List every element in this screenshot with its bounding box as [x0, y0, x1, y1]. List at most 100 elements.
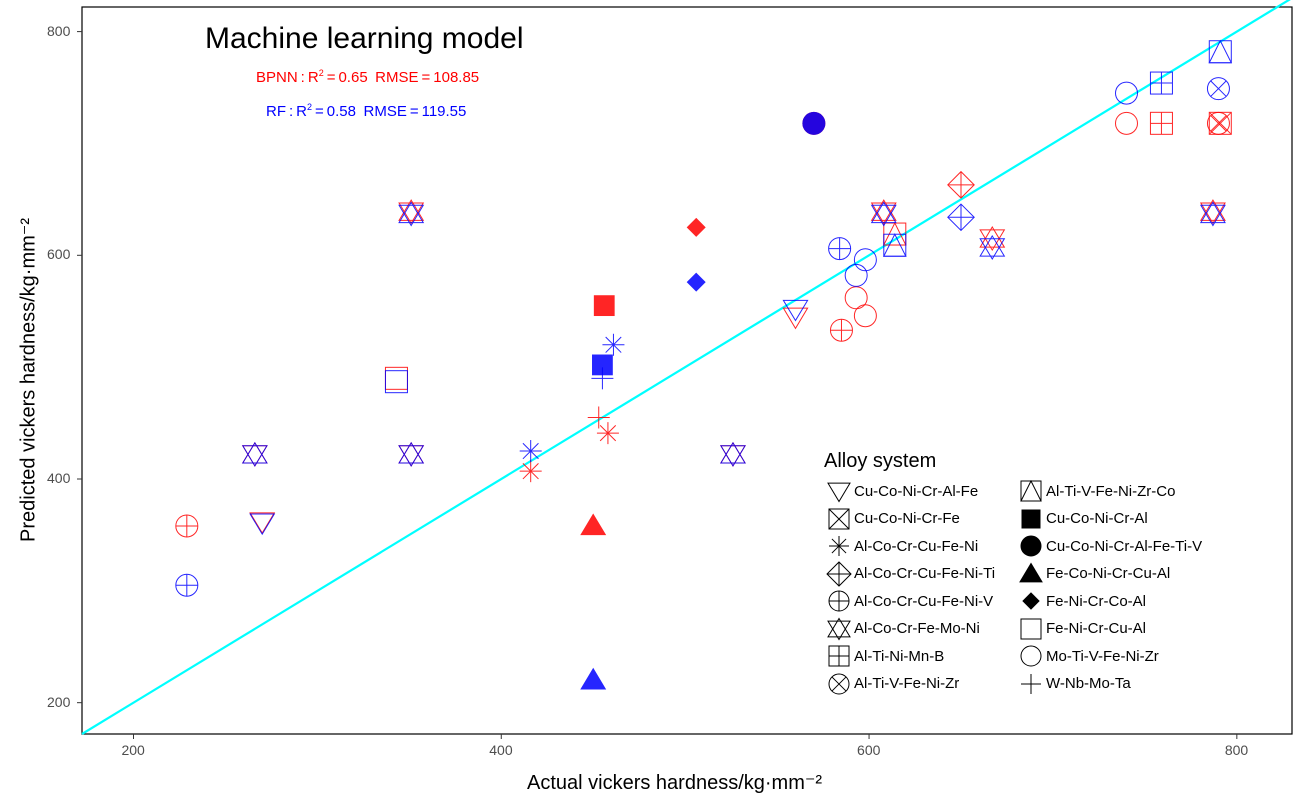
y-tick-label: 400	[47, 469, 71, 486]
legend-key-icon	[828, 590, 850, 612]
legend-key-icon	[1020, 479, 1042, 502]
legend-title: Alloy system	[824, 450, 937, 472]
bpnn-metrics-annotation: BPNN : R2 = 0.65 RMSE = 108.85	[256, 68, 480, 86]
legend-label: W-Nb-Mo-Ta	[1046, 675, 1131, 692]
point-rf	[175, 573, 199, 597]
point-rf	[592, 354, 613, 376]
legend-item: Cu-Co-Ni-Cr-Al	[1016, 506, 1148, 532]
y-tick-label: 800	[47, 22, 71, 39]
x-tick-label: 200	[121, 742, 145, 758]
point-rf	[602, 333, 625, 356]
rf-metrics-annotation: RF : R2 = 0.58 RMSE = 119.55	[266, 102, 467, 120]
axis-ticks	[77, 31, 1238, 739]
point-bpnn	[593, 295, 615, 317]
point-bpnn	[979, 225, 1006, 252]
point-bpnn	[829, 318, 853, 342]
point-rf	[1208, 39, 1233, 64]
point-rf	[719, 441, 746, 467]
legend-item: Mo-Ti-V-Fe-Ni-Zr	[1016, 643, 1159, 669]
point-rf	[686, 272, 706, 292]
legend-item: Al-Ti-Ni-Mn-B	[824, 643, 944, 669]
legend-item: Fe-Ni-Cr-Co-Al	[1016, 588, 1146, 614]
legend-key-icon	[1021, 509, 1041, 528]
legend-item: Cu-Co-Ni-Cr-Fe	[824, 506, 960, 532]
point-bpnn	[853, 304, 877, 328]
point-bpnn	[249, 512, 276, 535]
point-bpnn	[1114, 111, 1138, 135]
point-rf	[1114, 81, 1138, 105]
legend-key-icon	[1019, 562, 1043, 582]
y-axis-title-text: Predicted vickers hardness/kg·mm⁻²	[17, 218, 40, 542]
point-bpnn	[519, 460, 542, 483]
point-rf	[249, 513, 276, 536]
legend-item: Cu-Co-Ni-Cr-Al-Fe-Ti-V	[1016, 533, 1202, 559]
legend-label: Al-Co-Cr-Cu-Fe-Ni	[854, 537, 979, 555]
legend-item: Al-Ti-V-Fe-Ni-Zr	[824, 671, 959, 697]
legend-label: Fe-Ni-Cr-Co-Al	[1046, 592, 1146, 610]
legend-key-icon	[826, 560, 852, 587]
point-rf	[384, 370, 408, 394]
legend-item: W-Nb-Mo-Ta	[1016, 671, 1131, 697]
x-axis-title-text: Actual vickers hardness/kg·mm⁻²	[527, 772, 823, 794]
legend-label: Cu-Co-Ni-Cr-Al-Fe	[854, 482, 979, 500]
y-tick-label: 200	[47, 693, 71, 710]
legend-label: Al-Ti-Ni-Mn-B	[854, 647, 945, 665]
point-bpnn	[175, 514, 199, 538]
legend-label: Cu-Co-Ni-Cr-Al	[1046, 510, 1148, 527]
legend-item: Al-Co-Cr-Fe-Mo-Ni	[824, 616, 980, 642]
point-rf	[398, 441, 425, 467]
chart-title: Machine learning model	[205, 22, 524, 55]
point-bpnn	[947, 170, 975, 199]
point-bpnn	[587, 406, 610, 429]
legend-item: Fe-Ni-Cr-Cu-Al	[1016, 616, 1146, 642]
x-axis-title: Actual vickers hardness/kg·mm⁻²	[527, 770, 822, 795]
data-points	[175, 39, 1233, 690]
legend-item: Al-Co-Cr-Cu-Fe-Ni	[824, 533, 978, 559]
legend-key-icon	[1020, 645, 1042, 667]
legend-label: Fe-Co-Ni-Cr-Cu-Al	[1046, 565, 1171, 582]
point-rf	[519, 440, 542, 463]
point-rf	[870, 201, 897, 227]
x-tick-label: 600	[857, 742, 881, 758]
point-rf	[580, 667, 607, 690]
point-bpnn	[782, 307, 809, 330]
plot-panel	[81, 6, 1293, 735]
legend-label: Al-Ti-V-Fe-Ni-Zr	[854, 675, 960, 692]
legend-label: Cu-Co-Ni-Cr-Al-Fe-Ti-V	[1046, 537, 1203, 555]
point-rf	[1149, 71, 1173, 95]
legend-key-icon	[1020, 535, 1042, 557]
legend-key-icon	[827, 617, 851, 640]
legend-key-icon	[828, 645, 850, 667]
point-rf	[241, 441, 268, 467]
legend: Alloy system Cu-Co-Ni-Cr-Al-Fe Cu-Co-Ni-C…	[820, 450, 1260, 705]
point-bpnn	[1149, 111, 1173, 135]
legend-item: Al-Co-Cr-Cu-Fe-Ni-Ti	[824, 560, 996, 587]
point-bpnn	[686, 217, 706, 237]
point-rf	[979, 234, 1006, 260]
legend-label: Al-Co-Cr-Cu-Fe-Ni-Ti	[854, 565, 996, 582]
legend-item: Al-Ti-V-Fe-Ni-Zr-Co	[1016, 478, 1175, 504]
point-rf	[782, 299, 809, 322]
legend-label: Al-Co-Cr-Fe-Mo-Ni	[854, 620, 980, 637]
point-rf	[882, 233, 907, 257]
legend-key-icon	[828, 508, 850, 529]
legend-item: Fe-Co-Ni-Cr-Cu-Al	[1016, 561, 1170, 587]
legend-key-icon	[1020, 618, 1042, 639]
legend-label: Al-Ti-V-Fe-Ni-Zr-Co	[1046, 482, 1176, 500]
legend-key-icon	[829, 536, 849, 556]
legend-key-icon	[828, 673, 850, 694]
y-axis-title: Predicted vickers hardness/kg·mm⁻²	[16, 218, 41, 542]
point-rf	[828, 237, 852, 261]
point-rf	[853, 248, 877, 272]
legend-item: Cu-Co-Ni-Cr-Al-Fe	[824, 478, 978, 504]
legend-key-icon	[827, 482, 851, 503]
legend-label: Cu-Co-Ni-Cr-Fe	[854, 510, 960, 527]
x-tick-label: 800	[1224, 742, 1249, 758]
point-bpnn	[580, 513, 607, 536]
point-bpnn	[596, 422, 619, 445]
legend-item: Al-Co-Cr-Cu-Fe-Ni-V	[824, 588, 993, 614]
legend-key-icon	[1021, 673, 1041, 694]
legend-label: Fe-Ni-Cr-Cu-Al	[1046, 620, 1146, 637]
y-tick-label: 600	[47, 246, 71, 263]
